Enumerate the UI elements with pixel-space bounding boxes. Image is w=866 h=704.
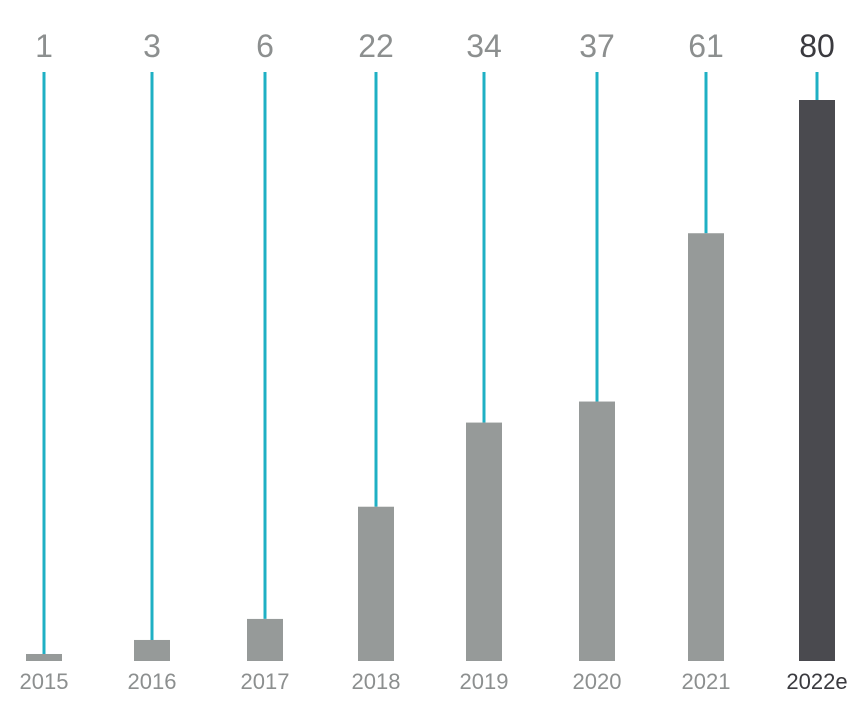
value-label-2018: 22 <box>358 28 394 64</box>
value-label-2016: 3 <box>143 28 161 64</box>
bar-2022e <box>799 100 835 661</box>
bar-2018 <box>358 506 394 661</box>
x-tick-label-2022e: 2022e <box>786 669 847 694</box>
x-tick-label-2017: 2017 <box>241 669 290 694</box>
x-tick-label-2021: 2021 <box>682 669 731 694</box>
bar-2016 <box>134 639 170 661</box>
x-tick-label-2019: 2019 <box>460 669 509 694</box>
x-tick-label-2020: 2020 <box>573 669 622 694</box>
value-label-2022e: 80 <box>799 28 835 64</box>
bar-2021 <box>688 233 724 662</box>
value-label-2020: 37 <box>579 28 615 64</box>
x-tick-label-2015: 2015 <box>20 669 69 694</box>
value-label-2015: 1 <box>35 28 53 64</box>
value-label-2019: 34 <box>466 28 502 64</box>
value-label-2017: 6 <box>256 28 274 64</box>
value-label-2021: 61 <box>688 28 724 64</box>
bar-2019 <box>466 422 502 661</box>
bar-2020 <box>579 401 615 661</box>
x-tick-label-2016: 2016 <box>128 669 177 694</box>
bar-2015 <box>26 653 62 661</box>
x-tick-label-2018: 2018 <box>352 669 401 694</box>
bar-2017 <box>247 618 283 661</box>
